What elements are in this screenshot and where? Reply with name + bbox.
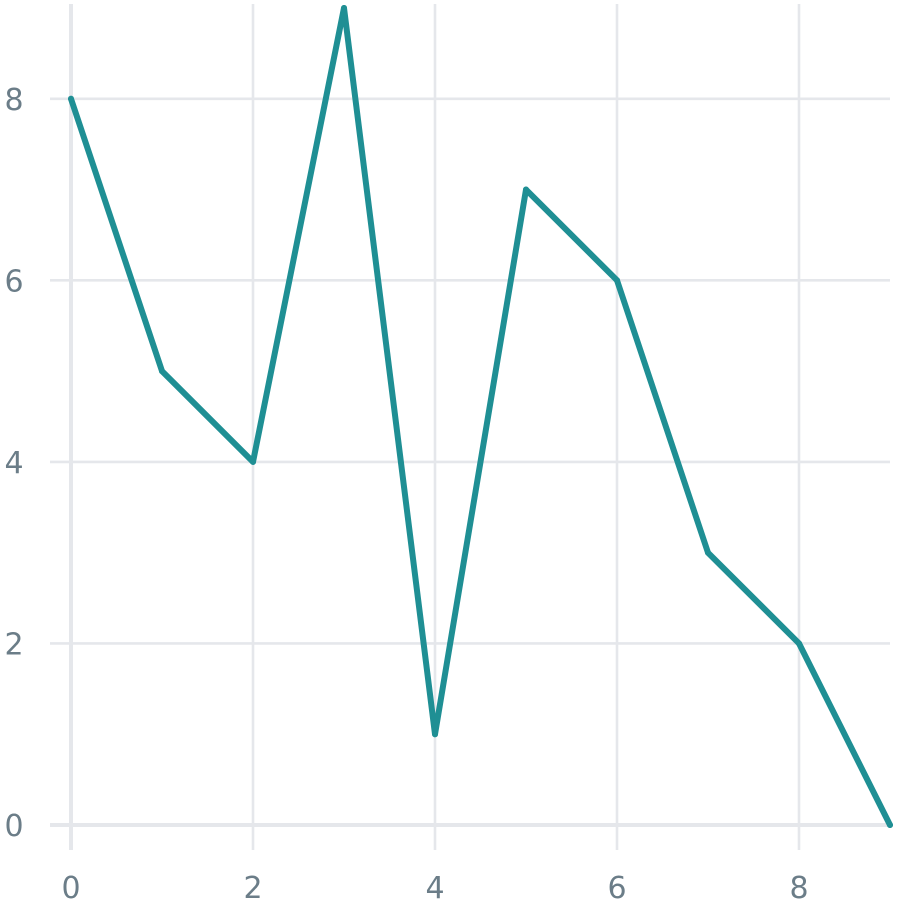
- x-tick-label-8: 8: [789, 871, 808, 905]
- horizontal-gridlines: [50, 97, 890, 827]
- data-point-0-2: [250, 458, 256, 465]
- y-tick-label-4: 4: [4, 446, 23, 481]
- data-point-0-9: [887, 822, 893, 828]
- x-tick-label-4: 4: [425, 871, 444, 905]
- y-tick-label-0: 0: [4, 809, 23, 844]
- x-axis-tick-labels: 0 2 4 6 8: [61, 871, 808, 905]
- data-point-0-5: [523, 186, 529, 193]
- data-point-0-0: [68, 95, 74, 102]
- data-point-0-4: [432, 731, 438, 738]
- vertical-gridlines: [69, 4, 801, 850]
- y-tick-label-2: 2: [4, 627, 23, 662]
- x-tick-label-6: 6: [607, 871, 626, 905]
- x-tick-label-2: 2: [243, 871, 262, 905]
- series-layer: [68, 5, 893, 828]
- data-point-0-3: [341, 5, 347, 11]
- data-point-0-6: [614, 277, 620, 284]
- series-line-0: [68, 5, 893, 828]
- data-point-0-1: [159, 368, 165, 375]
- data-point-0-8: [796, 640, 802, 647]
- data-point-0-7: [705, 549, 711, 556]
- y-axis-tick-labels: 0 2 4 6 8: [4, 83, 23, 844]
- x-tick-label-0: 0: [61, 871, 80, 905]
- y-tick-label-8: 8: [4, 83, 23, 118]
- y-tick-label-6: 6: [4, 264, 23, 299]
